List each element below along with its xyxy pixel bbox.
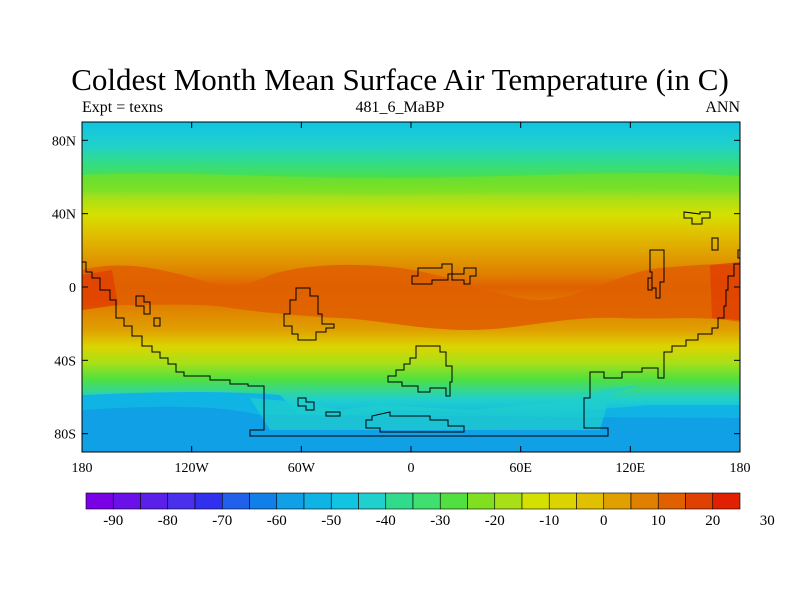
- lat-tick-label: 40S: [54, 354, 76, 369]
- temperature-field: [82, 122, 740, 452]
- colorbar-label: 30: [760, 513, 775, 529]
- colorbar-swatch: [494, 492, 523, 510]
- experiment-label: Expt = texns: [82, 99, 164, 116]
- colorbar-swatch: [194, 492, 223, 510]
- colorbar-swatch: [657, 492, 686, 510]
- colorbar-label: -30: [430, 513, 450, 529]
- lon-tick-label: 60E: [509, 461, 532, 476]
- lon-tick-label: 120E: [616, 461, 646, 476]
- colorbar-label: -50: [321, 513, 341, 529]
- colorbar-swatch: [576, 492, 605, 510]
- colorbar-swatch: [467, 492, 496, 510]
- colorbar-swatch: [439, 492, 468, 510]
- colorbar-label: -80: [158, 513, 178, 529]
- colorbar-label: -60: [267, 513, 287, 529]
- colorbar-label: -70: [212, 513, 232, 529]
- plot-title: Coldest Month Mean Surface Air Temperatu…: [71, 62, 729, 97]
- colorbar-label: -10: [539, 513, 559, 529]
- colorbar-swatch: [330, 492, 359, 510]
- lon-tick-label: 60W: [288, 461, 316, 476]
- lat-tick-label: 40N: [52, 208, 76, 223]
- colorbar-label: -40: [376, 513, 396, 529]
- colorbar-swatch: [303, 492, 332, 510]
- colorbar-swatch: [712, 492, 741, 510]
- season-label: ANN: [705, 99, 740, 116]
- colorbar-label: -20: [485, 513, 505, 529]
- colorbar-swatch: [521, 492, 550, 510]
- lon-tick-label: 120W: [175, 461, 210, 476]
- lat-tick-label: 0: [69, 281, 76, 296]
- lon-tick-label: 180: [72, 461, 93, 476]
- colorbar-swatch: [249, 492, 278, 510]
- colorbar-swatch: [167, 492, 196, 510]
- period-label: 481_6_MaBP: [355, 99, 445, 116]
- colorbar-swatch: [412, 492, 441, 510]
- colorbar-swatch: [630, 492, 659, 510]
- colorbar-swatch: [358, 492, 387, 510]
- colorbar-swatch: [603, 492, 632, 510]
- colorbar-swatch: [140, 492, 169, 510]
- colorbar-swatch: [385, 492, 414, 510]
- colorbar-swatch: [221, 492, 250, 510]
- lon-tick-label: 180: [730, 461, 751, 476]
- colorbar-label: -90: [103, 513, 123, 529]
- colorbar-swatch: [85, 492, 114, 510]
- colorbar-label: 0: [600, 513, 608, 529]
- colorbar-swatch: [548, 492, 577, 510]
- colorbar-swatch: [112, 492, 141, 510]
- latitude-axis: 80N 40N 0 40S 80S: [52, 134, 740, 443]
- colorbar-swatch: [276, 492, 305, 510]
- colorbar: -90-80-70-60-50-40-30-20-1001020304050: [85, 492, 775, 529]
- lon-tick-label: 0: [408, 461, 415, 476]
- lat-tick-label: 80N: [52, 134, 76, 149]
- colorbar-swatch: [685, 492, 714, 510]
- lat-tick-label: 80S: [54, 428, 76, 443]
- colorbar-label: 10: [651, 513, 666, 529]
- continent-outlines: [82, 211, 740, 437]
- colorbar-label: 20: [705, 513, 720, 529]
- longitude-axis: 180 120W 60W 0 60E 120E 180: [72, 122, 751, 476]
